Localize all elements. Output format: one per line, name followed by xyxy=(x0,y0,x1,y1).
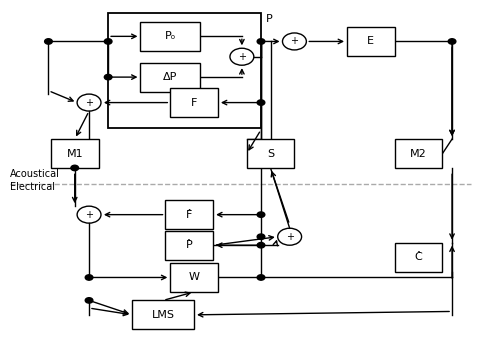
Circle shape xyxy=(448,39,456,44)
Text: M2: M2 xyxy=(410,149,427,159)
Circle shape xyxy=(257,212,265,217)
Text: +: + xyxy=(238,52,246,62)
Text: +: + xyxy=(290,36,298,46)
Text: Ĉ: Ĉ xyxy=(415,252,422,262)
Bar xyxy=(247,139,295,168)
Bar xyxy=(140,63,200,91)
Circle shape xyxy=(45,39,52,44)
Text: E: E xyxy=(367,36,375,46)
Bar xyxy=(140,22,200,51)
Bar xyxy=(170,88,218,117)
Text: +: + xyxy=(285,232,294,242)
Bar xyxy=(108,13,261,128)
Text: Electrical: Electrical xyxy=(10,182,55,192)
Text: +: + xyxy=(85,210,93,220)
Circle shape xyxy=(257,100,265,105)
Circle shape xyxy=(257,39,265,44)
Circle shape xyxy=(257,275,265,280)
Text: F̂: F̂ xyxy=(186,210,193,220)
Text: LMS: LMS xyxy=(151,310,174,320)
Text: Pₒ: Pₒ xyxy=(165,31,176,41)
Bar xyxy=(165,231,213,260)
Circle shape xyxy=(257,242,265,248)
Text: Acoustical: Acoustical xyxy=(10,169,60,179)
Text: W: W xyxy=(189,272,200,282)
Circle shape xyxy=(257,234,265,239)
Text: S: S xyxy=(267,149,274,159)
Circle shape xyxy=(85,298,93,303)
Bar xyxy=(395,243,443,271)
Circle shape xyxy=(85,275,93,280)
Bar xyxy=(165,200,213,229)
Text: M1: M1 xyxy=(67,149,83,159)
Text: P̂: P̂ xyxy=(186,240,193,250)
Bar xyxy=(347,27,395,56)
Bar xyxy=(51,139,99,168)
Text: P: P xyxy=(266,14,273,24)
Text: +: + xyxy=(85,98,93,107)
Bar xyxy=(170,263,218,292)
Bar xyxy=(395,139,443,168)
Text: F: F xyxy=(191,98,197,107)
Bar xyxy=(132,300,194,329)
Text: ΔP: ΔP xyxy=(163,72,177,82)
Circle shape xyxy=(104,74,112,80)
Circle shape xyxy=(104,39,112,44)
Circle shape xyxy=(71,165,79,170)
